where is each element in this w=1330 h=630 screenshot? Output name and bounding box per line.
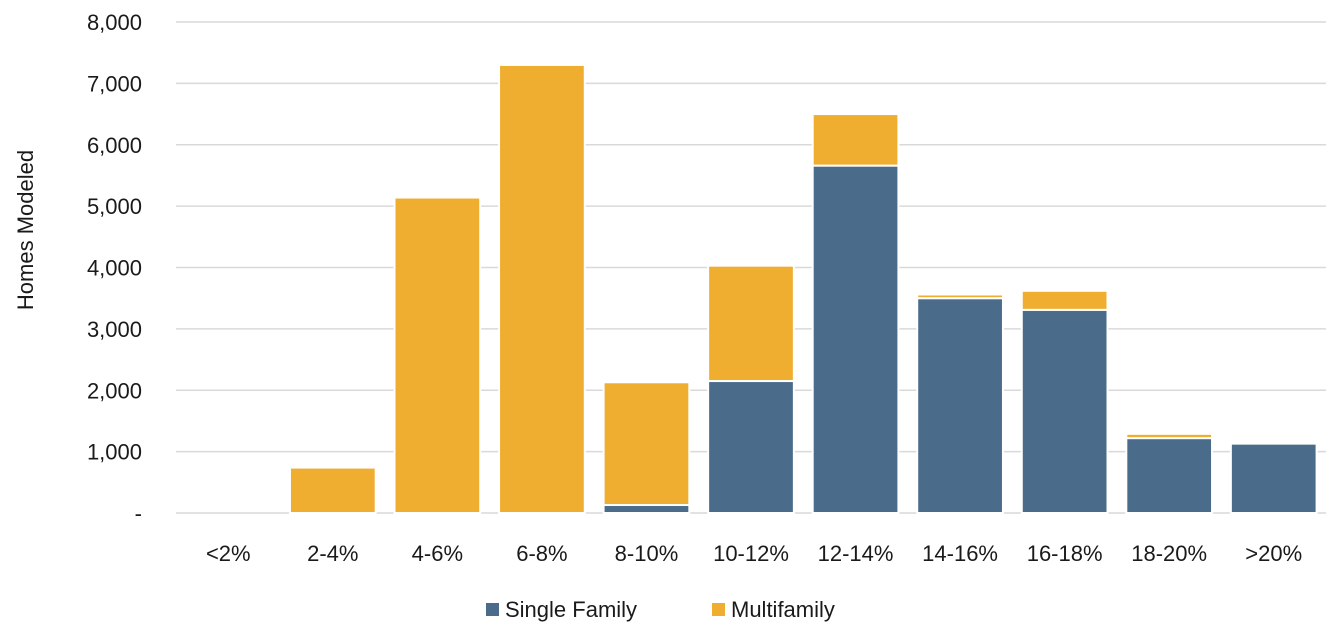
x-tick-label: 10-12% [713, 541, 789, 566]
bar-multifamily [916, 293, 1004, 300]
bar-single-family [707, 380, 795, 515]
x-tick-label: 12-14% [818, 541, 894, 566]
x-tick-label: 18-20% [1131, 541, 1207, 566]
y-tick-label: 4,000 [87, 256, 142, 281]
legend-swatch-single-family [486, 603, 499, 616]
x-tick-label: 16-18% [1027, 541, 1103, 566]
bar-single-family [1020, 308, 1109, 514]
legend-swatch-multifamily [712, 603, 725, 616]
legend-label-single-family: Single Family [505, 597, 637, 622]
bar-multifamily [1020, 289, 1109, 311]
y-tick-label: - [135, 501, 142, 526]
bar-single-family [602, 504, 691, 514]
bar-single-family [916, 297, 1004, 514]
y-tick-label: 3,000 [87, 317, 142, 342]
legend: Single Family Multifamily [486, 597, 835, 622]
bar-multifamily [498, 63, 586, 515]
bar-multifamily [393, 196, 482, 514]
y-tick-label: 8,000 [87, 10, 142, 35]
bar-multifamily [811, 113, 900, 167]
bar-single-family [1125, 437, 1214, 514]
x-tick-label: >20% [1245, 541, 1302, 566]
y-axis-tick-labels: - 1,000 2,000 3,000 4,000 5,000 6,000 7,000 8,00… [87, 10, 142, 526]
x-tick-label: 2-4% [307, 541, 358, 566]
y-tick-label: 5,000 [87, 194, 142, 219]
y-tick-label: 7,000 [87, 71, 142, 96]
bar-multifamily [602, 381, 691, 507]
x-tick-label: 4-6% [412, 541, 463, 566]
bar-single-family [811, 164, 900, 514]
y-tick-label: 2,000 [87, 378, 142, 403]
x-tick-label: 8-10% [615, 541, 679, 566]
bars [288, 63, 1318, 515]
y-tick-label: 1,000 [87, 440, 142, 465]
bar-multifamily [1125, 432, 1214, 440]
bar-single-family [1229, 442, 1318, 514]
y-axis-title: Homes Modeled [13, 150, 38, 310]
y-tick-label: 6,000 [87, 133, 142, 158]
legend-label-multifamily: Multifamily [731, 597, 835, 622]
x-tick-label: <2% [206, 541, 251, 566]
x-tick-label: 14-16% [922, 541, 998, 566]
bar-multifamily [707, 264, 795, 383]
bar-multifamily [288, 466, 377, 514]
x-tick-label: 6-8% [516, 541, 567, 566]
x-axis-tick-labels: <2% 2-4% 4-6% 6-8% 8-10% 10-12% 12-14% 14-16% 16… [206, 541, 1302, 566]
